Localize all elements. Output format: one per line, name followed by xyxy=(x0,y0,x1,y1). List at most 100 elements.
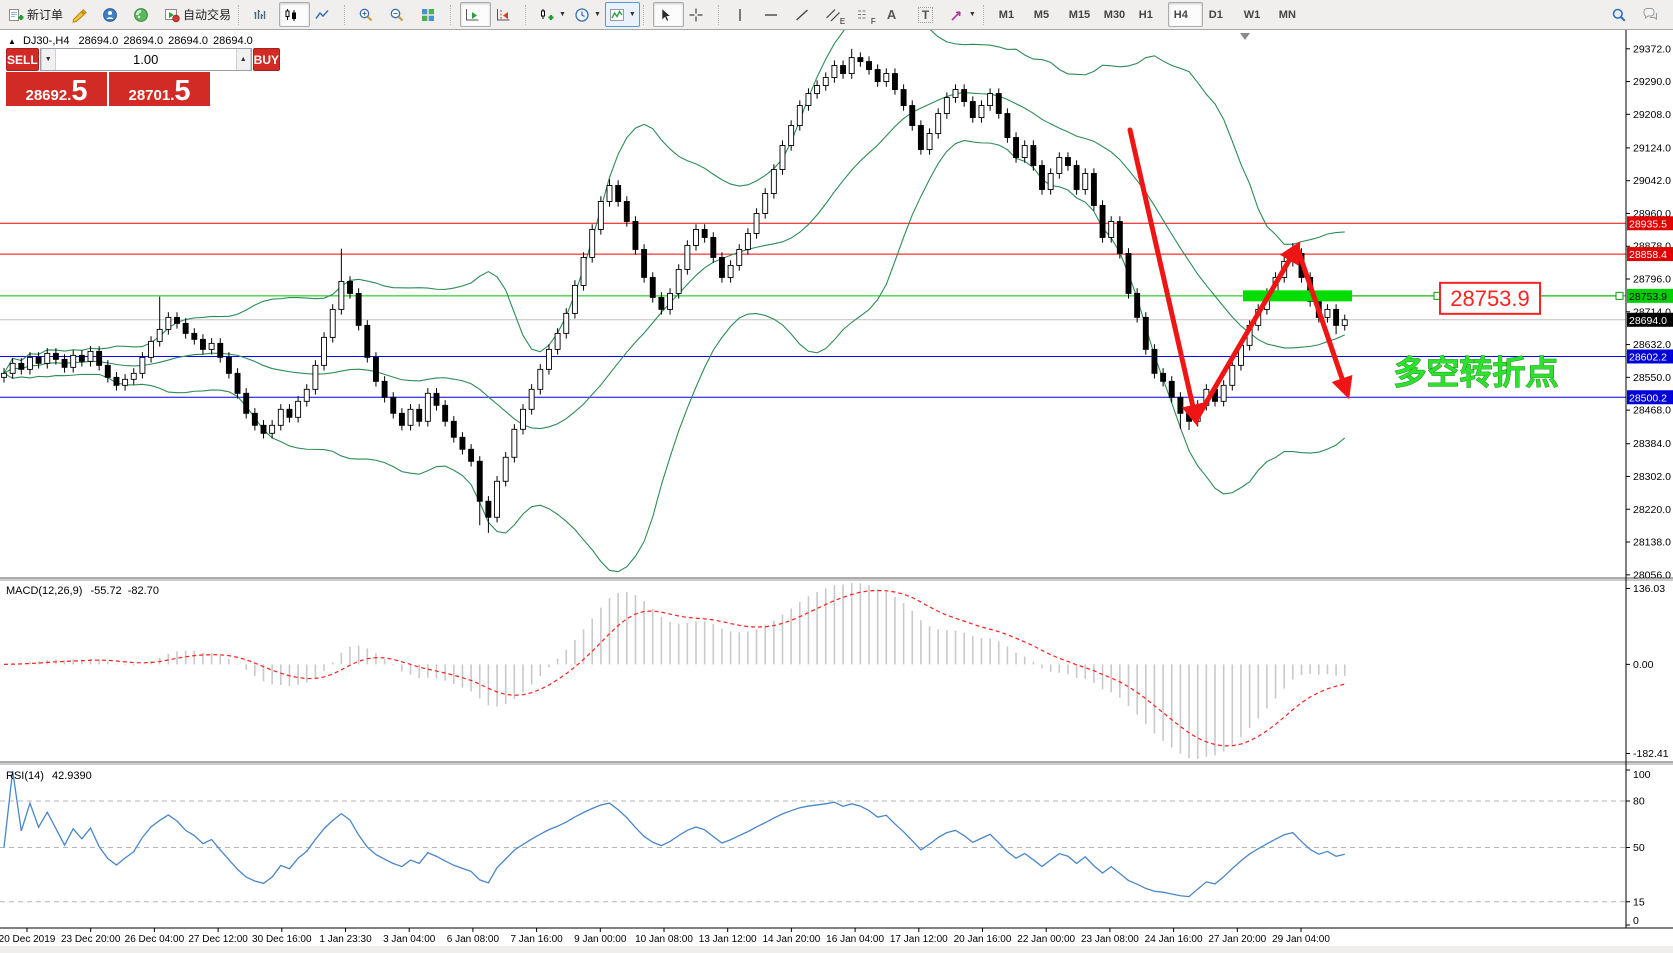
chart-type-bars-button[interactable] xyxy=(248,2,279,27)
horizontal-levels-layer[interactable] xyxy=(0,222,1626,398)
trend-arrow[interactable] xyxy=(1127,127,1204,427)
candle-body xyxy=(398,412,405,426)
arrow-shape-icon xyxy=(951,10,961,21)
volume-input[interactable] xyxy=(55,49,236,70)
chat-button[interactable] xyxy=(1638,2,1669,27)
time-label: 3 Jan 04:00 xyxy=(383,934,436,945)
tile-windows-button[interactable] xyxy=(416,2,447,27)
chart-shift-button[interactable] xyxy=(491,2,522,27)
arrows-dropdown[interactable]: ▼ xyxy=(945,2,980,27)
rsi-axis-label: 15 xyxy=(1633,896,1645,908)
timeframe-h4[interactable]: H4 xyxy=(1167,2,1203,27)
symbol-title: DJ30-,H4 xyxy=(23,35,69,47)
trend-arrow[interactable] xyxy=(1193,241,1301,423)
signals-button[interactable] xyxy=(129,2,160,27)
candle-body xyxy=(701,229,708,238)
zoom-out-button[interactable] xyxy=(385,2,416,27)
price-axis[interactable]: 29372.029290.029208.029124.029042.028960… xyxy=(1626,43,1673,581)
candle-body xyxy=(788,125,795,146)
candle-body xyxy=(269,424,276,434)
candle-body xyxy=(1099,205,1106,238)
timeframe-m30[interactable]: M30 xyxy=(1103,8,1126,21)
macd-signal-value: -82.70 xyxy=(128,585,159,597)
zoom-in-button[interactable] xyxy=(354,2,385,27)
autotrading-button[interactable]: 自动交易 xyxy=(160,2,235,27)
symbol-header: ▲ DJ30-,H4 28694.0 28694.0 28694.0 28694… xyxy=(8,35,253,47)
candle-body xyxy=(632,221,639,250)
candle-body xyxy=(943,97,950,114)
candle-body xyxy=(675,268,682,294)
price-tick-label: 28302.0 xyxy=(1633,471,1671,483)
chart-type-line-button[interactable] xyxy=(310,2,341,27)
community-button[interactable] xyxy=(98,2,129,27)
toolbar-grip xyxy=(450,4,457,25)
candle-body xyxy=(459,436,466,450)
bollinger-upper xyxy=(3,30,1345,374)
timeframe-m5[interactable]: M5 xyxy=(1033,8,1050,21)
volume-increase-button[interactable]: ▲ xyxy=(235,49,251,70)
candle-body xyxy=(563,312,570,334)
candle-body xyxy=(805,93,812,106)
candle-body xyxy=(511,428,518,458)
trend-arrow[interactable] xyxy=(1294,244,1353,400)
new-order-button[interactable]: 新订单 xyxy=(4,2,67,27)
search-button[interactable] xyxy=(1607,2,1638,27)
candle-body xyxy=(995,93,1002,114)
volume-decrease-button[interactable]: ▼ xyxy=(40,49,56,70)
timeframe-w1[interactable]: W1 xyxy=(1243,8,1261,21)
candle-body xyxy=(952,89,959,99)
timeframe-m15[interactable]: M15 xyxy=(1068,8,1091,21)
text-tool[interactable]: A xyxy=(883,2,914,27)
candle-body xyxy=(736,248,743,266)
channel-tool[interactable]: E xyxy=(821,2,852,27)
chart-canvas[interactable]: 28753.9 多空转折点 29372.0 29290.0 29208.0 29124.… xyxy=(0,30,1673,953)
candle-body xyxy=(615,185,622,202)
bollinger-bands-layer xyxy=(3,30,1346,573)
autotrading-icon xyxy=(165,8,180,22)
sell-button[interactable]: SELL xyxy=(6,48,39,71)
time-label: 27 Jan 20:00 xyxy=(1208,934,1266,945)
profiles-dropdown[interactable]: ▼ xyxy=(570,2,605,27)
chart-shift-marker[interactable] xyxy=(1240,33,1250,40)
candle-body xyxy=(589,229,596,258)
annotations-layer[interactable]: 28753.9 多空转折点 xyxy=(1127,127,1624,427)
candle-body xyxy=(961,89,968,102)
candle-body xyxy=(840,65,846,75)
fibonacci-tool[interactable]: F xyxy=(852,2,883,27)
buy-price[interactable]: 28701. 5 xyxy=(109,72,210,106)
highlight-bar[interactable] xyxy=(1243,290,1352,302)
candle-body xyxy=(597,201,604,230)
timeframe-mn[interactable]: MN xyxy=(1278,8,1296,21)
timeframe-m1[interactable]: M1 xyxy=(998,8,1015,21)
candle-body xyxy=(251,412,258,426)
timeframe-h1[interactable]: H1 xyxy=(1138,8,1153,21)
price-tick-label: 28796.0 xyxy=(1633,274,1671,286)
candle-body xyxy=(917,125,924,150)
candle-body xyxy=(1177,396,1184,414)
candle-body xyxy=(104,364,111,378)
candle-body xyxy=(892,73,898,91)
chinese-note-text[interactable]: 多空转折点 xyxy=(1393,353,1559,391)
indicators-dropdown[interactable]: ▼ xyxy=(604,2,640,27)
cursor-tool-button[interactable] xyxy=(652,2,684,27)
price-callout-box[interactable] xyxy=(1439,281,1541,315)
timeframe-d1[interactable]: D1 xyxy=(1208,8,1223,21)
price-tick-label: 28220.0 xyxy=(1633,504,1671,516)
horizontal-line-tool[interactable] xyxy=(759,2,790,27)
price-badge xyxy=(1627,288,1673,303)
text-label-tool[interactable]: T xyxy=(914,2,945,27)
line-handle[interactable] xyxy=(1615,291,1624,300)
sell-price[interactable]: 28692. 5 xyxy=(6,72,107,106)
time-axis[interactable]: 20 Dec 2019 23 Dec 20:00 26 Dec 04:00 27 De… xyxy=(0,928,1330,945)
chart-type-candles-button[interactable] xyxy=(279,2,311,27)
price-tick-label: 29042.0 xyxy=(1633,175,1671,187)
time-label: 26 Dec 04:00 xyxy=(125,934,185,945)
metaeditor-button[interactable] xyxy=(67,2,98,27)
vertical-line-tool[interactable] xyxy=(728,2,759,27)
crosshair-tool-button[interactable] xyxy=(684,2,715,27)
crosshair-icon xyxy=(689,8,703,21)
new-chart-dropdown[interactable]: ▼ xyxy=(535,2,570,27)
auto-scroll-button[interactable] xyxy=(460,2,492,27)
buy-button[interactable]: BUY xyxy=(252,48,281,71)
trendline-tool[interactable] xyxy=(790,2,821,27)
